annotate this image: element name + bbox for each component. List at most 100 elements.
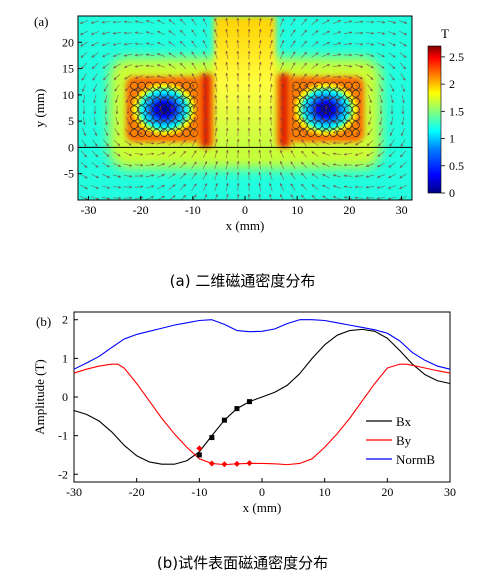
field-vector-head [107,186,111,189]
field-vector-head [192,105,196,109]
field-vector-head [290,194,294,198]
field-vector-head [258,17,262,21]
field-vector-head [91,54,95,58]
high-field-region-1 [198,73,214,148]
field-vector-head [311,162,315,166]
field-vector-head [215,183,218,186]
field-vector-head [236,61,240,65]
field-vector-head [203,94,207,98]
field-vector-head [214,105,218,109]
field-vector-head [380,100,383,104]
field-vector-head [236,50,240,54]
field-vector-head [326,30,330,34]
field-vector-head [269,105,273,109]
y-tick-label: 2 [62,313,68,327]
field-vector-head [151,152,155,156]
field-vector-head [116,132,120,136]
field-vector-head [247,116,251,120]
field-vector-head [280,105,284,109]
field-vector-head [269,83,273,87]
field-vector-head [338,64,342,68]
coil-2-wire-grid [292,81,360,137]
field-vector-head [270,17,273,21]
field-vector-head [203,105,207,109]
field-vector-head [83,143,87,147]
field-vector-head [377,175,380,179]
field-vector-head [191,51,195,55]
x-tick-label: -20 [133,203,149,217]
field-vector-head [113,65,117,69]
field-vector-head [355,142,359,146]
wire-circle [190,81,198,90]
field-vector-head [117,164,121,168]
y-tick-label: -5 [64,167,74,181]
field-vector-head [348,87,352,91]
field-vector-head [151,174,155,178]
field-vector-head [343,185,347,189]
field-vector-head [258,61,262,65]
field-vector-head [145,75,149,79]
field-vector-head [236,171,240,175]
field-vector-head [315,52,319,56]
field-vector-head [172,151,176,155]
field-vector-head [258,105,262,109]
field-vector-head [377,164,381,168]
field-vector-head [280,83,284,87]
field-vector-head [84,165,88,168]
field-vector-head [247,39,251,43]
field-vector-head [280,127,284,131]
field-vector-head [204,194,208,198]
field-vector-head [225,182,229,186]
field-vector-head [269,182,272,186]
field-vector-head [183,194,186,198]
field-vector-head [279,194,283,198]
field-map-heatmap [78,16,412,200]
field-vector-head [85,197,88,200]
field-vector-head [139,131,143,135]
field-vector-head [388,175,392,179]
field-vector-head [360,20,364,24]
field-vector-head [291,105,295,109]
field-vector-head [225,160,229,164]
field-vector-head [91,43,95,47]
field-vector-head [399,164,403,168]
field-vector-head [215,172,218,175]
field-vector-head [326,41,330,45]
field-vector-head [115,111,119,115]
field-vector-head [145,31,149,34]
panel-b-label: (b) [36,314,51,329]
field-vector-arrows [79,17,408,200]
field-vector-head [168,41,172,45]
field-vector-head [354,163,358,167]
field-vector-head [151,163,155,167]
x-tick-label: -10 [185,203,201,217]
field-vector-head [82,100,86,104]
field-vector-head [83,154,87,158]
field-vector-head [151,185,155,188]
field-vector-head [80,21,83,25]
field-vector-head [168,30,172,34]
field-vector-head [404,21,407,24]
series-bx-line [73,328,451,465]
y-tick-label: -2 [58,467,68,481]
field-vector-head [157,64,160,67]
field-vector-head [315,41,319,45]
field-vector-head [302,105,306,109]
field-vector-head [193,194,197,198]
field-vector-head [80,32,84,36]
field-vector-head [301,183,304,187]
field-vector-head [91,66,95,69]
field-vector-head [82,122,86,126]
field-vector-head [322,129,325,133]
field-vector-head [327,63,330,67]
field-vector-head [247,50,251,54]
field-vector-head [354,185,358,189]
field-vector-head [140,185,144,189]
field-vector-head [225,127,229,131]
field-vector-head [281,40,285,44]
field-vector-head [145,64,149,68]
field-vector-head [392,54,396,58]
field-vector-head [402,88,406,92]
